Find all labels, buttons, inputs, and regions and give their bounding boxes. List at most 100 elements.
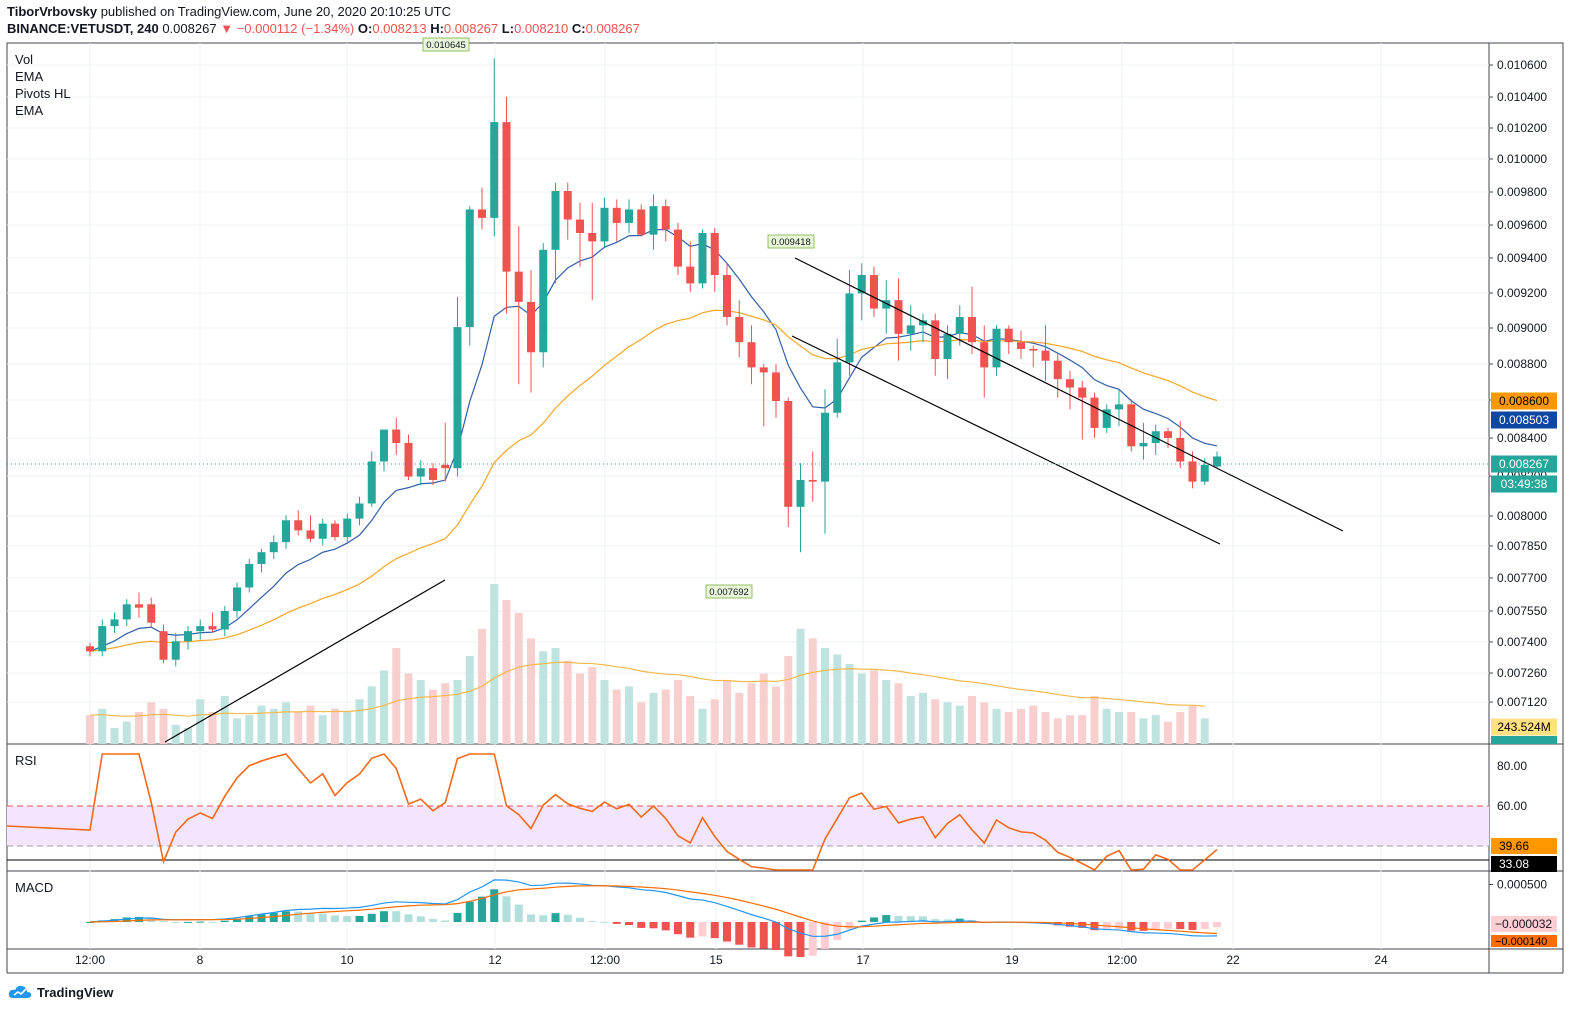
x-tick-label: 12:00	[590, 953, 620, 967]
volume-bar	[282, 702, 290, 744]
macd-bar	[576, 917, 584, 922]
tradingview-brand: TradingView	[37, 984, 114, 1000]
candle-body	[1066, 379, 1074, 388]
x-tick-label: 24	[1374, 953, 1388, 967]
price-tag-bg	[1491, 411, 1557, 429]
candle-down	[514, 226, 523, 385]
volume-bar	[600, 680, 609, 744]
macd-bar	[919, 916, 927, 922]
macd-bar	[845, 922, 854, 930]
rsi-tick-label: 80.00	[1497, 759, 1527, 773]
candle-body	[1139, 443, 1148, 447]
macd-bar	[527, 914, 535, 922]
candle-body	[465, 209, 474, 328]
macd-bar	[380, 911, 388, 922]
indicator-pivots[interactable]: Pivots HL	[15, 86, 71, 101]
macd-bar	[857, 920, 866, 922]
candle-down	[135, 592, 143, 618]
volume-bar	[551, 648, 560, 744]
rsi-value-tag: 39.66	[1491, 838, 1557, 854]
x-tick-label: 19	[1005, 953, 1019, 967]
price-tag-text: 243.524M	[1497, 720, 1550, 734]
volume-bar	[171, 724, 180, 744]
candle-body	[931, 320, 940, 359]
indicator-rsi[interactable]: RSI	[15, 753, 37, 768]
macd-bar	[1176, 922, 1185, 930]
volume-bar	[539, 651, 548, 744]
volume-bar	[637, 702, 646, 744]
candle-down	[404, 434, 413, 480]
volume-bar	[257, 705, 266, 744]
candle-up	[882, 280, 891, 334]
candle-up	[282, 515, 290, 549]
y-tick-label: 0.007700	[1497, 571, 1547, 585]
indicator-vol[interactable]: Vol	[15, 52, 34, 67]
volume-bar	[1053, 718, 1062, 744]
volume-bar	[318, 715, 327, 744]
candle-up	[992, 325, 1001, 376]
candle-up	[184, 626, 192, 650]
candle-down	[1078, 380, 1087, 440]
candle-body	[649, 206, 658, 235]
macd-bar	[184, 921, 192, 923]
candle-up	[465, 206, 474, 346]
candle-body	[184, 631, 192, 642]
macd-value-tag: −0.000032	[1491, 916, 1557, 932]
candle-body	[796, 479, 805, 507]
candle-body	[490, 122, 499, 218]
candle-body	[563, 191, 572, 220]
symbol-name: BINANCE:VETUSDT, 240	[7, 21, 159, 36]
y-tick-label: 0.007120	[1497, 695, 1547, 709]
candle-body	[980, 342, 989, 368]
candle-body	[98, 626, 107, 652]
volume-bar	[159, 708, 168, 744]
ema-slow-price-tag: 0.008600	[1491, 392, 1557, 410]
volume-tag-bg	[1491, 736, 1557, 744]
candle-body	[955, 317, 964, 334]
indicator-ema-2[interactable]: EMA	[15, 103, 44, 118]
candle-down	[894, 278, 903, 361]
x-tick-label: 12:00	[1107, 953, 1137, 967]
macd-bar	[796, 922, 805, 958]
candle-down	[710, 227, 719, 292]
candle-up	[490, 58, 499, 237]
publisher-line: TiborVrbovsky published on TradingView.c…	[7, 4, 451, 19]
candle-up	[196, 619, 205, 640]
candle-up	[833, 338, 842, 418]
candle-body	[1102, 409, 1111, 428]
candle-body	[453, 327, 462, 469]
candle-body	[906, 325, 915, 334]
channel-upper-line	[794, 257, 1344, 532]
candle-body	[416, 468, 425, 477]
indicator-ema[interactable]: EMA	[15, 69, 44, 84]
volume-bar	[992, 708, 1001, 744]
macd-bar	[674, 922, 682, 935]
candle-body	[968, 317, 976, 343]
candle-body	[245, 563, 254, 588]
candle-down	[208, 612, 217, 633]
tradingview-logo[interactable]: TradingView	[7, 984, 113, 1000]
author-name[interactable]: TiborVrbovsky	[7, 4, 98, 19]
volume-bar	[1102, 708, 1111, 744]
candle-body	[122, 604, 131, 620]
volume-bar	[245, 715, 254, 744]
macd-bar	[478, 896, 486, 922]
open-label: O:	[357, 21, 373, 36]
y-tick-label: 0.010000	[1497, 152, 1547, 166]
candle-body	[429, 468, 437, 480]
y-tick-label: 0.009000	[1497, 321, 1547, 335]
candle-up	[355, 496, 364, 526]
volume-bar	[122, 721, 131, 744]
macd-bar	[1188, 922, 1197, 931]
candle-down	[637, 204, 646, 237]
volume-ma-tag: 243.524M	[1491, 718, 1557, 736]
candle-up	[919, 313, 927, 343]
macd-bar	[196, 921, 205, 923]
indicator-macd[interactable]: MACD	[15, 880, 54, 895]
macd-bar	[784, 922, 793, 957]
volume-bar	[821, 648, 829, 744]
volume-bar	[1115, 712, 1123, 744]
candle-body	[870, 275, 878, 309]
candle-up	[955, 305, 964, 346]
